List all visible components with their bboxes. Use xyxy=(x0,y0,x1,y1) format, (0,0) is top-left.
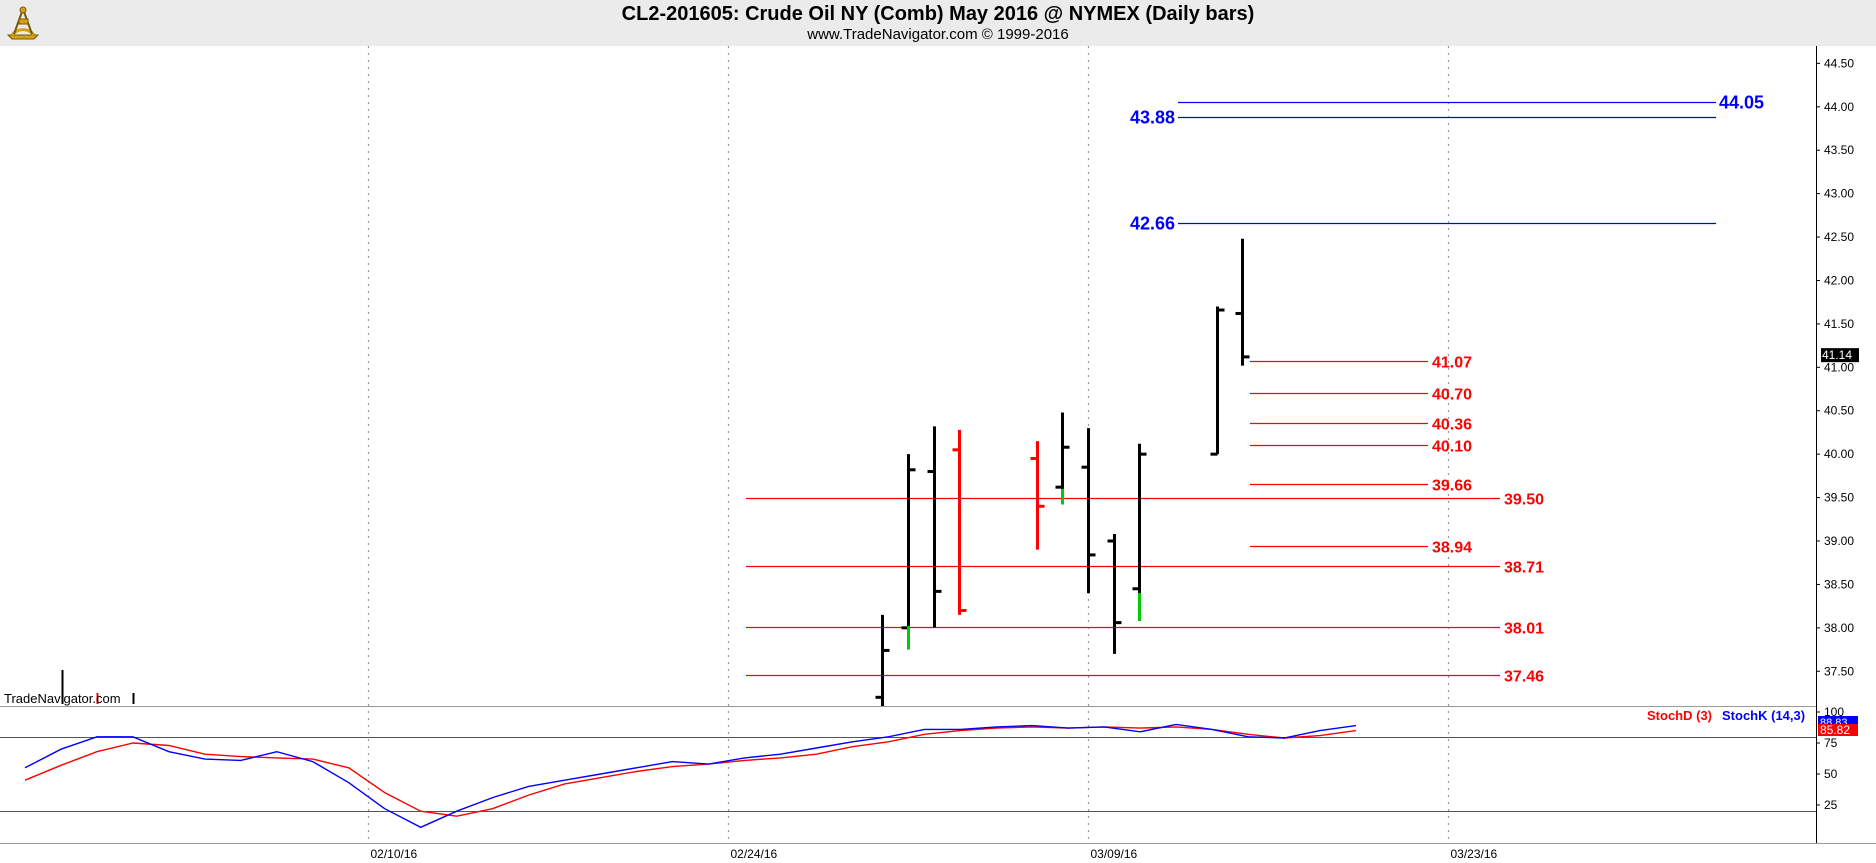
levels-layer: 44.05 43.88 42.66 41.07 40.70 40.36 40.10 39.66… xyxy=(746,93,1764,686)
price-tick-label: 44.50 xyxy=(1824,56,1854,70)
level-label: 39.66 xyxy=(1432,478,1472,495)
stochD-last-label: 85.82 xyxy=(1820,723,1850,737)
level-label: 40.36 xyxy=(1432,417,1472,434)
last-price-marker xyxy=(1821,348,1859,363)
level-label: 44.05 xyxy=(1719,93,1764,113)
price-tick-label: 39.00 xyxy=(1824,534,1854,548)
date-tick-label: 03/23/16 xyxy=(1451,847,1498,861)
price-tick-label: 42.50 xyxy=(1824,230,1854,244)
chart-header: CL2-201605: Crude Oil NY (Comb) May 2016… xyxy=(0,0,1876,46)
date-tick-label: 02/24/16 xyxy=(731,847,778,861)
level-label: 38.94 xyxy=(1432,540,1472,557)
price-tick-label: 39.50 xyxy=(1824,491,1854,505)
price-axis-area xyxy=(1816,46,1876,843)
level-label: 38.01 xyxy=(1504,621,1544,638)
price-tick-label: 43.50 xyxy=(1824,143,1854,157)
grid-layer xyxy=(0,46,1876,844)
stochK-legend: StochK (14,3) xyxy=(1722,708,1805,723)
price-tick-label: 38.00 xyxy=(1824,621,1854,635)
price-tick-label: 38.50 xyxy=(1824,577,1854,591)
price-tick-label: 40.50 xyxy=(1824,404,1854,418)
stochastic-layer: StochD (3) StochK (14,3) xyxy=(0,708,1816,829)
chart-title: CL2-201605: Crude Oil NY (Comb) May 2016… xyxy=(621,3,1255,25)
level-label: 43.88 xyxy=(1130,108,1175,128)
level-label: 40.70 xyxy=(1432,387,1472,404)
price-tick-label: 41.00 xyxy=(1824,360,1854,374)
level-label: 38.71 xyxy=(1504,560,1544,577)
stoch-series-line xyxy=(24,726,1357,817)
price-tick-label: 41.50 xyxy=(1824,317,1854,331)
bars-layer: TradeNavigator.com xyxy=(4,238,1250,706)
sextant-logo-icon xyxy=(4,3,42,46)
level-label: 42.66 xyxy=(1130,214,1175,234)
stochD-last-marker xyxy=(1818,724,1858,736)
chart-subtitle: www.TradeNavigator.com © 1999-2016 xyxy=(807,26,1069,43)
level-label: 41.07 xyxy=(1432,355,1472,372)
level-label: 39.50 xyxy=(1504,492,1544,509)
date-tick-label: 03/09/16 xyxy=(1091,847,1138,861)
price-tick-label: 42.00 xyxy=(1824,273,1854,287)
last-price-label: 41.14 xyxy=(1822,348,1852,362)
level-label: 37.46 xyxy=(1504,669,1544,686)
axis-layer: 02/10/16 02/24/16 03/09/16 03/23/16 44.50 44.… xyxy=(371,46,1876,861)
stoch-series-line xyxy=(24,723,1357,829)
watermark-label: TradeNavigator.com xyxy=(4,691,121,706)
price-tick-label: 40.00 xyxy=(1824,447,1854,461)
stoch-tick-label: 75 xyxy=(1824,736,1838,750)
price-tick-label: 43.00 xyxy=(1824,187,1854,201)
stoch-tick-label: 50 xyxy=(1824,767,1838,781)
date-tick-label: 02/10/16 xyxy=(371,847,418,861)
stoch-tick-label: 100 xyxy=(1824,705,1844,719)
level-label: 40.10 xyxy=(1432,439,1472,456)
price-tick-label: 44.00 xyxy=(1824,100,1854,114)
price-tick-label: 37.50 xyxy=(1824,664,1854,678)
stoch-tick-label: 25 xyxy=(1824,798,1838,812)
stochD-legend: StochD (3) xyxy=(1647,708,1712,723)
